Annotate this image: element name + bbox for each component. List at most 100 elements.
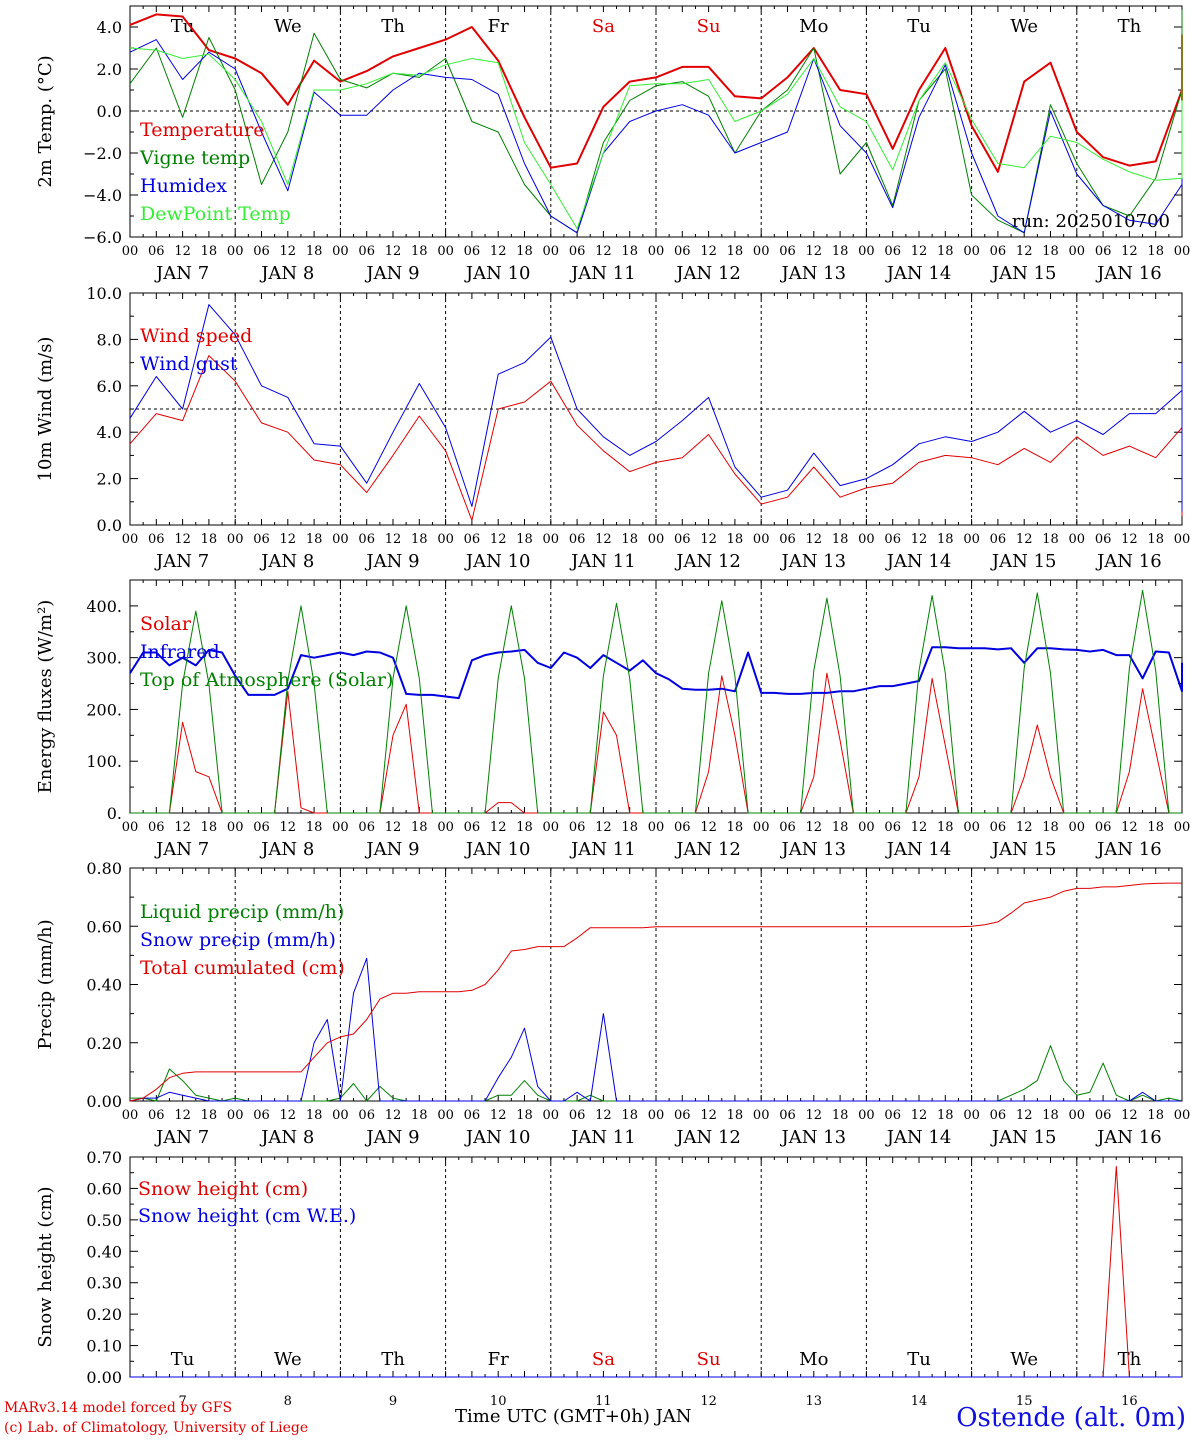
hour-tick-label: 06 [674, 244, 691, 259]
weekday-label: Tu [907, 1349, 931, 1370]
series-line-top-of-atmosphere-solar- [130, 589, 1182, 814]
hour-tick-label: 06 [779, 1108, 796, 1123]
date-label: JAN 11 [569, 551, 636, 572]
hour-tick-label: 12 [1121, 820, 1138, 835]
y-axis-label: 10m Wind (m/s) [35, 337, 56, 482]
hour-tick-label: 06 [464, 1108, 481, 1123]
hour-tick-label: 00 [437, 820, 454, 835]
hour-tick-label: 06 [464, 532, 481, 547]
date-label: JAN 8 [259, 1127, 314, 1148]
hour-tick-label: 12 [911, 532, 928, 547]
hour-tick-label: 18 [306, 244, 323, 259]
y-tick-label: 400. [86, 597, 122, 616]
hour-tick-label: 00 [437, 532, 454, 547]
hour-tick-label: 12 [490, 532, 507, 547]
weekday-label: We [274, 1349, 302, 1370]
date-label: JAN 10 [464, 1127, 531, 1148]
hour-tick-label: 18 [727, 244, 744, 259]
date-label: JAN 16 [1095, 839, 1162, 860]
hour-tick-label: 18 [306, 1108, 323, 1123]
hour-tick-label: 18 [937, 532, 954, 547]
weekday-label: Sa [592, 16, 615, 37]
legend-entry: Total cumulated (cm) [140, 957, 345, 979]
hour-tick-label: 12 [700, 244, 717, 259]
hour-tick-label: 12 [280, 532, 297, 547]
hour-tick-label: 06 [148, 1108, 165, 1123]
hour-tick-label: 18 [1042, 532, 1059, 547]
hour-tick-label: 18 [832, 1108, 849, 1123]
hour-tick-label: 12 [490, 1108, 507, 1123]
y-tick-label: −2.0 [83, 144, 122, 163]
weekday-label: Fr [488, 16, 509, 37]
date-label: JAN 14 [885, 1127, 952, 1148]
hour-tick-label: 00 [1174, 244, 1191, 259]
date-label: JAN 11 [569, 1127, 636, 1148]
date-label: JAN 7 [154, 839, 209, 860]
weekday-label: Th [1118, 16, 1142, 37]
series-line-dewpoint-temp [129, 34, 1183, 230]
hour-tick-label: 12 [806, 532, 823, 547]
y-axis-label: Snow height (cm) [35, 1186, 56, 1347]
hour-tick-label: 06 [674, 1108, 691, 1123]
legend-entry: Wind speed [140, 325, 252, 347]
y-tick-label: 8.0 [97, 330, 122, 349]
weekday-label: Tu [171, 1349, 195, 1370]
y-tick-label: 0.10 [86, 1337, 122, 1356]
y-tick-label: 0.00 [86, 1092, 122, 1111]
date-label: JAN 14 [885, 551, 952, 572]
date-label: JAN 15 [990, 1127, 1057, 1148]
hour-tick-label: 18 [516, 532, 533, 547]
date-label: JAN 8 [259, 263, 314, 284]
legend-entry: Infrared [140, 641, 220, 663]
hour-tick-label: 06 [358, 532, 375, 547]
weekday-label: We [1010, 16, 1038, 37]
date-label: JAN 7 [154, 551, 209, 572]
y-tick-label: 300. [86, 649, 122, 668]
hour-tick-label: 06 [779, 532, 796, 547]
hour-tick-label: 18 [411, 532, 428, 547]
date-label: JAN 10 [464, 839, 531, 860]
date-label: JAN 13 [780, 551, 847, 572]
hour-tick-label: 06 [990, 244, 1007, 259]
lab-credit: (c) Lab. of Climatology, University of L… [4, 1420, 309, 1436]
series-line-total-cumulated-cm- [129, 882, 1182, 1102]
hour-tick-label: 06 [674, 820, 691, 835]
hour-tick-label: 00 [858, 1108, 875, 1123]
hour-tick-label: 12 [700, 1108, 717, 1123]
hour-tick-label: 00 [122, 820, 139, 835]
hour-tick-label: 18 [306, 532, 323, 547]
date-label: JAN 11 [569, 263, 636, 284]
hour-tick-label: 00 [753, 532, 770, 547]
date-label: 12 [700, 1394, 717, 1409]
hour-tick-label: 18 [937, 1108, 954, 1123]
series-line-wind-gust [129, 304, 1183, 512]
hour-tick-label: 00 [332, 820, 349, 835]
hour-tick-label: 12 [595, 820, 612, 835]
hour-tick-label: 12 [1121, 532, 1138, 547]
weekday-label: Th [1118, 1349, 1142, 1370]
hour-tick-label: 00 [1069, 1108, 1086, 1123]
legend-entry: Liquid precip (mm/h) [140, 901, 344, 923]
y-axis-label: Energy fluxes (W/m²) [35, 600, 56, 794]
hour-tick-label: 18 [1147, 532, 1164, 547]
y-tick-label: 4.0 [97, 18, 122, 37]
hour-tick-label: 00 [1069, 244, 1086, 259]
date-label: JAN 7 [154, 1127, 209, 1148]
y-tick-label: 200. [86, 700, 122, 719]
date-label: JAN 16 [1095, 263, 1162, 284]
hour-tick-label: 06 [990, 1108, 1007, 1123]
hour-tick-label: 00 [648, 244, 665, 259]
hour-tick-label: 12 [385, 1108, 402, 1123]
y-tick-label: 4.0 [97, 423, 122, 442]
legend-entry: Snow height (cm W.E.) [138, 1205, 356, 1227]
legend-entry: Vigne temp [139, 147, 250, 169]
hour-tick-label: 12 [911, 1108, 928, 1123]
model-credit: MARv3.14 model forced by GFS [4, 1400, 233, 1416]
y-tick-label: 100. [86, 752, 122, 771]
hour-tick-label: 06 [779, 244, 796, 259]
hour-tick-label: 06 [464, 244, 481, 259]
hour-tick-label: 12 [490, 244, 507, 259]
hour-tick-label: 18 [621, 244, 638, 259]
hour-tick-label: 12 [806, 820, 823, 835]
